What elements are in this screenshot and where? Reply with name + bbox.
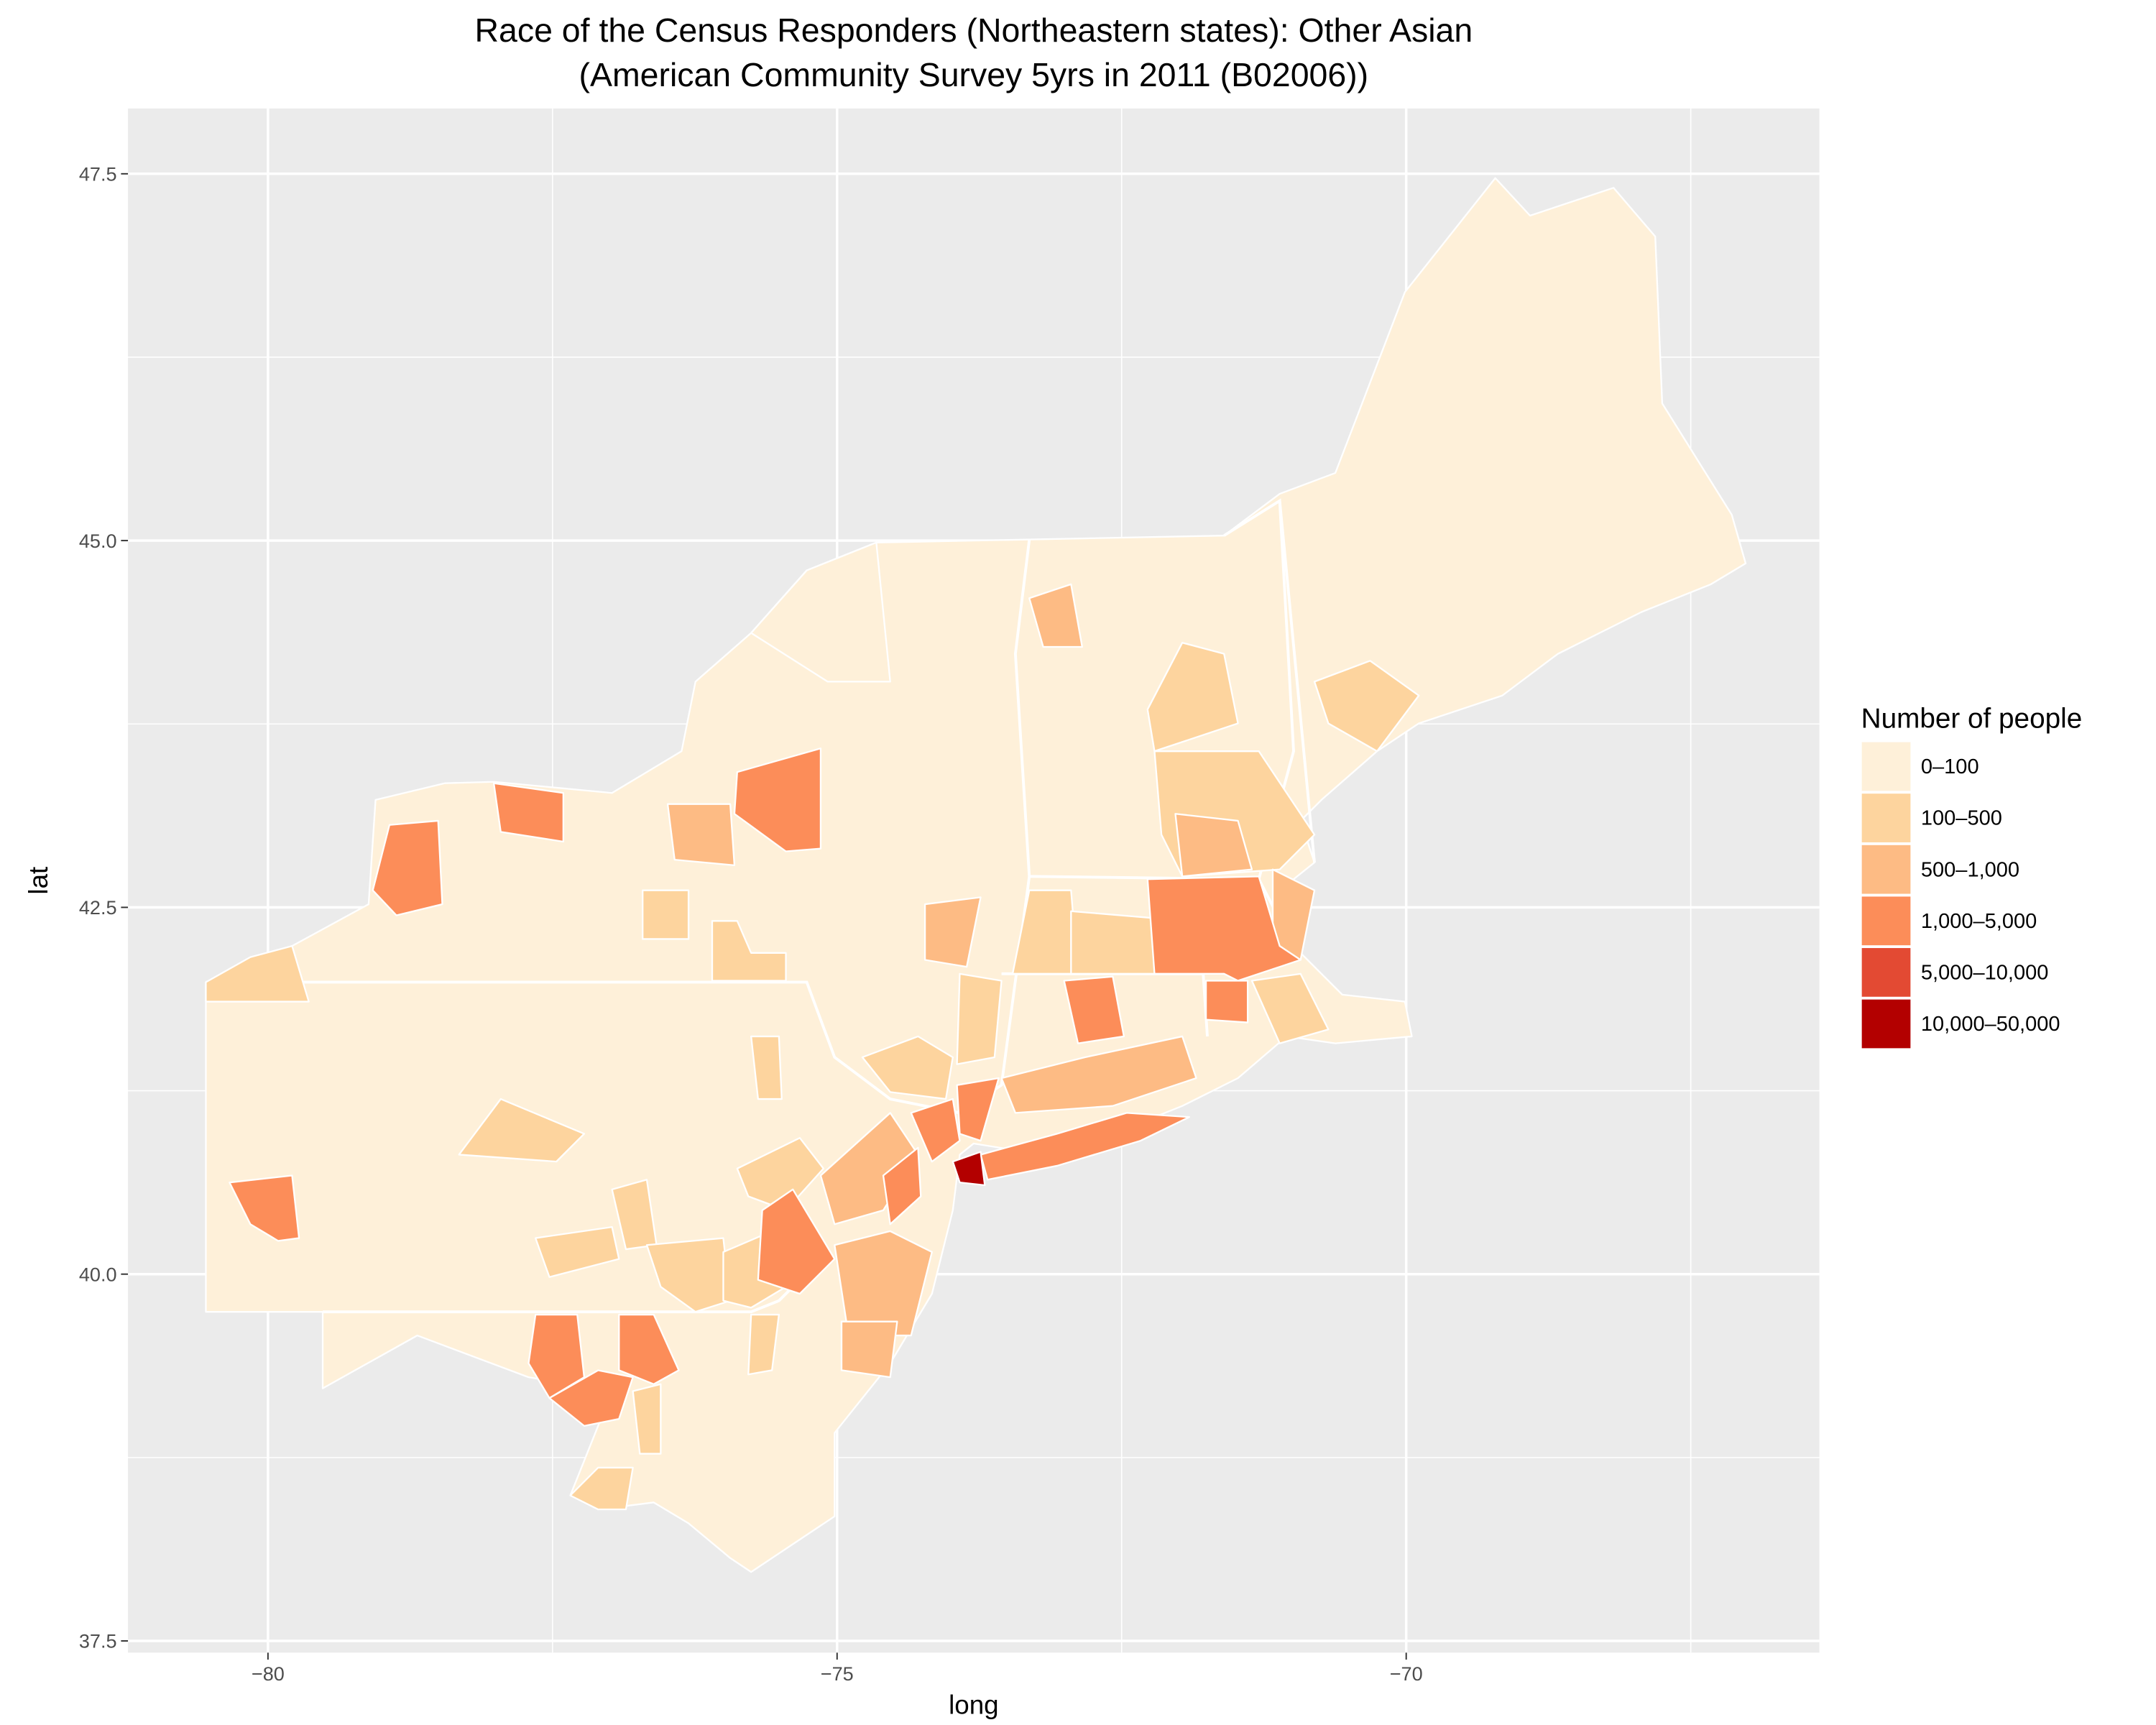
region: [736, 1137, 824, 1212]
region: [1250, 972, 1330, 1044]
region: [1063, 975, 1125, 1044]
chart-subtitle: (American Community Survey 5yrs in 2011 …: [579, 56, 1369, 93]
region: [861, 1035, 954, 1100]
region: [1146, 642, 1239, 753]
map: [205, 177, 1747, 1573]
chart-title: Race of the Census Responders (Northeast…: [475, 12, 1473, 49]
region: [229, 1174, 300, 1242]
region: [750, 1035, 783, 1100]
y-tick-label: 42.5: [79, 896, 117, 919]
legend-label: 100–500: [1921, 807, 2002, 830]
x-tick-label: −70: [1390, 1662, 1423, 1685]
region: [1313, 660, 1420, 753]
region: [882, 1146, 922, 1225]
region: [747, 1313, 780, 1376]
legend-key: [1860, 843, 1912, 896]
region: [1028, 583, 1083, 648]
legend-key: [1860, 947, 1912, 998]
x-axis-title: long: [949, 1690, 999, 1720]
region: [834, 1230, 933, 1337]
legend-label: 1,000–5,000: [1921, 910, 2037, 933]
y-tick-label: 37.5: [79, 1630, 117, 1652]
region: [711, 920, 787, 982]
legend: 0–100 100–500 500–1,000 1,000–5,000 5,000–10…: [1860, 740, 2060, 1050]
legend-title: Number of people: [1861, 703, 2083, 734]
region: [618, 1313, 680, 1385]
region: [492, 782, 565, 843]
region: [535, 1225, 620, 1278]
region: [1000, 1035, 1197, 1114]
region: [980, 1112, 1191, 1181]
region: [372, 819, 443, 916]
state-border: [1278, 500, 1316, 863]
region: [956, 1077, 1000, 1142]
region: [923, 896, 982, 968]
region: [569, 1466, 634, 1511]
legend-label: 5,000–10,000: [1921, 962, 2049, 985]
y-tick-label: 45.0: [79, 530, 117, 552]
region: [757, 1188, 836, 1295]
x-tick-label: −80: [252, 1662, 285, 1685]
y-axis-title: lat: [24, 867, 53, 895]
region: [1070, 910, 1163, 975]
region: [548, 1369, 634, 1427]
legend-key: [1860, 895, 1912, 947]
region: [956, 972, 1003, 1065]
legend-key: [1860, 792, 1912, 844]
legend-label: 0–100: [1921, 755, 1979, 778]
region: [750, 541, 891, 683]
legend-label: 500–1,000: [1921, 858, 2019, 881]
region: [952, 1151, 986, 1187]
region: [1174, 813, 1253, 878]
region: [840, 1320, 898, 1379]
legend-key: [1860, 740, 1912, 793]
region: [1204, 980, 1249, 1024]
region: [205, 944, 310, 1003]
legend-key: [1860, 998, 1912, 1050]
legend-label: 10,000–50,000: [1921, 1013, 2060, 1036]
region: [733, 748, 822, 852]
region: [1146, 875, 1302, 982]
region: [645, 1237, 732, 1313]
x-tick-label: −75: [821, 1662, 854, 1685]
axes: −80 −75 −70 37.5 40.0 42.5 45.0 47.5: [79, 162, 1423, 1685]
region: [666, 803, 736, 867]
region: [642, 889, 690, 940]
region: [632, 1383, 662, 1455]
y-tick-label: 40.0: [79, 1263, 117, 1285]
region: [458, 1098, 586, 1163]
region: [910, 1098, 961, 1163]
y-tick-label: 47.5: [79, 162, 117, 185]
